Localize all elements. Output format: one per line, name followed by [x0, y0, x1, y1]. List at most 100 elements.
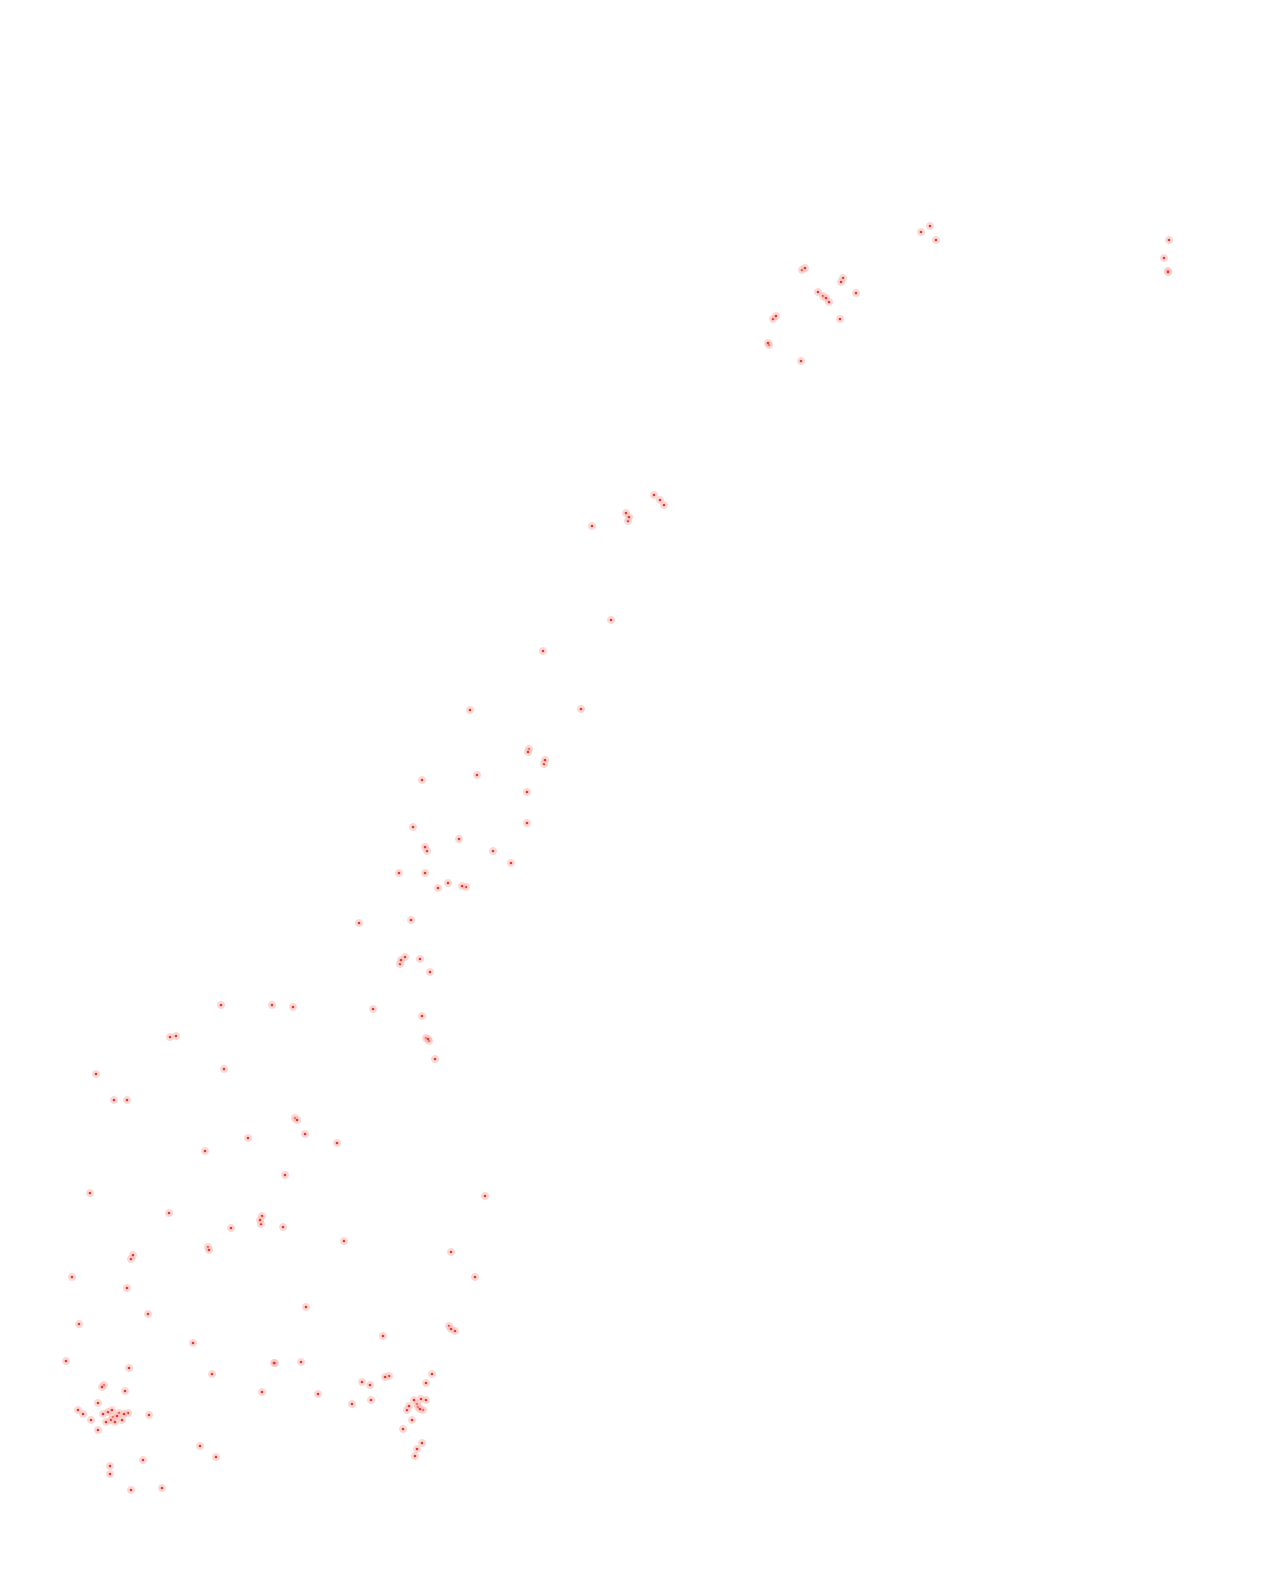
marker-core [428, 970, 432, 974]
location-dot-icon [94, 1399, 102, 1407]
location-dot-icon [434, 884, 442, 892]
marker-core [412, 1398, 416, 1402]
marker-core [123, 1389, 127, 1393]
location-dot-icon [772, 312, 780, 320]
marker-core [919, 230, 923, 234]
location-dot-icon [98, 1383, 106, 1391]
location-dot-icon [86, 1189, 94, 1197]
marker-core [399, 958, 403, 962]
marker-core [525, 790, 529, 794]
marker-core [160, 1486, 164, 1490]
marker-core [403, 955, 407, 959]
marker-core [430, 1372, 434, 1376]
marker-core [381, 1334, 385, 1338]
marker-core [543, 758, 547, 762]
location-dot-icon [279, 1223, 287, 1231]
marker-core [210, 1372, 214, 1376]
location-dot-icon [418, 776, 426, 784]
location-dot-icon [455, 835, 463, 843]
marker-core [125, 1098, 129, 1102]
marker-core [475, 773, 479, 777]
location-dot-icon [139, 1456, 147, 1464]
location-dot-icon [413, 1445, 421, 1453]
marker-core [426, 1037, 430, 1041]
marker-core [81, 1412, 85, 1416]
marker-core [335, 1141, 339, 1145]
location-dot-icon [926, 222, 934, 230]
marker-core [219, 1003, 223, 1007]
marker-core [303, 1132, 307, 1136]
location-dot-icon [428, 1370, 436, 1378]
marker-core [420, 1014, 424, 1018]
location-dot-icon [189, 1339, 197, 1347]
marker-core [281, 1225, 285, 1229]
marker-core [350, 1402, 354, 1406]
location-dot-icon [507, 859, 515, 867]
location-dot-icon [217, 1001, 225, 1009]
marker-core [316, 1392, 320, 1396]
marker-core [609, 618, 613, 622]
location-dot-icon [106, 1462, 114, 1470]
location-dot-icon [244, 1134, 252, 1142]
location-dot-icon [208, 1370, 216, 1378]
marker-core [579, 707, 583, 711]
marker-core [491, 849, 495, 853]
location-dot-icon [87, 1416, 95, 1424]
marker-core [167, 1211, 171, 1215]
location-dot-icon [106, 1470, 114, 1478]
location-dot-icon [524, 748, 532, 756]
location-dot-icon [196, 1442, 204, 1450]
location-dot-icon [108, 1406, 116, 1414]
location-dot-icon [489, 847, 497, 855]
location-dot-icon [256, 1216, 264, 1224]
location-dot-icon [836, 315, 844, 323]
marker-core [449, 1327, 453, 1331]
marker-core [89, 1418, 93, 1422]
marker-core [127, 1366, 131, 1370]
location-dot-icon [405, 1402, 413, 1410]
location-dot-icon [281, 1171, 289, 1179]
location-dot-icon [539, 647, 547, 655]
marker-core [839, 280, 843, 284]
marker-core [423, 871, 427, 875]
marker-core [483, 1194, 487, 1198]
marker-core [590, 524, 594, 528]
location-dot-icon [302, 1303, 310, 1311]
location-dot-icon [201, 1147, 209, 1155]
location-dot-icon [129, 1251, 137, 1259]
marker-core [424, 1398, 428, 1402]
location-dot-icon [227, 1224, 235, 1232]
marker-core [96, 1428, 100, 1432]
marker-core [357, 921, 361, 925]
marker-core [652, 493, 656, 497]
marker-core [418, 957, 422, 961]
location-dot-icon [466, 706, 474, 714]
marker-core [283, 1173, 287, 1177]
location-dot-icon [158, 1484, 166, 1492]
location-dot-icon [837, 278, 845, 286]
location-dot-icon [301, 1130, 309, 1138]
marker-core [191, 1341, 195, 1345]
marker-core [260, 1390, 264, 1394]
marker-core [525, 821, 529, 825]
marker-core [207, 1248, 211, 1252]
location-dot-icon [289, 1003, 297, 1011]
marker-core [108, 1464, 112, 1468]
marker-core [1162, 256, 1166, 260]
marker-core [100, 1385, 104, 1389]
marker-core [509, 861, 513, 865]
location-dot-icon [447, 1325, 455, 1333]
marker-core [410, 1418, 414, 1422]
location-dot-icon [121, 1387, 129, 1395]
marker-core [108, 1472, 112, 1476]
marker-core [460, 884, 464, 888]
marker-core [222, 1067, 226, 1071]
marker-core [409, 918, 413, 922]
location-dot-icon [801, 264, 809, 272]
marker-core [433, 1057, 437, 1061]
location-dot-icon [588, 522, 596, 530]
location-dot-icon [523, 788, 531, 796]
marker-core [246, 1136, 250, 1140]
location-dot-icon [358, 1378, 366, 1386]
location-dot-icon [407, 916, 415, 924]
